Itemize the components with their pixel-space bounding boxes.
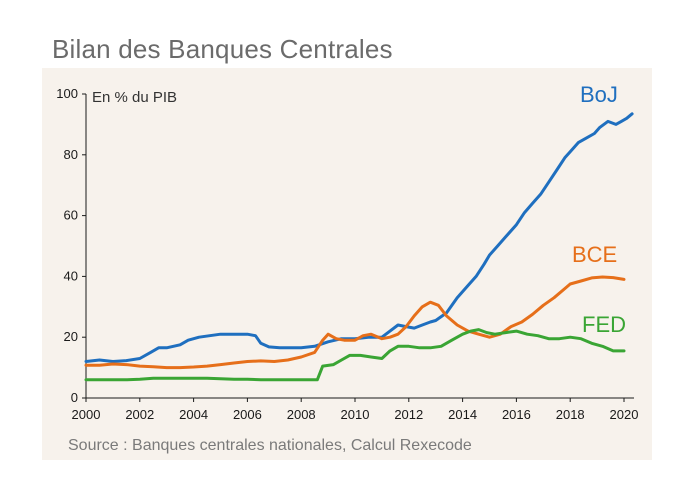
x-tick-label: 2016 bbox=[502, 407, 531, 422]
x-tick-label: 2018 bbox=[556, 407, 585, 422]
chart-title: Bilan des Banques Centrales bbox=[52, 34, 393, 64]
x-tick-label: 2014 bbox=[448, 407, 477, 422]
series-layer: BoJ BCE FED bbox=[84, 82, 634, 382]
series-line-fed bbox=[84, 328, 626, 382]
chart-panel: 0 20 40 60 80 100 2000 2002 2004 2006 2008 2010 2012… bbox=[42, 68, 652, 460]
line-chart: 0 20 40 60 80 100 2000 2002 2004 2006 2008 2010 2012… bbox=[56, 82, 638, 454]
series-line-boj bbox=[84, 112, 634, 363]
x-tick-label: 2010 bbox=[341, 407, 370, 422]
x-tick-label: 2012 bbox=[394, 407, 423, 422]
x-tick-label: 2006 bbox=[233, 407, 262, 422]
series-label-fed: FED bbox=[582, 312, 626, 337]
series-label-bce: BCE bbox=[572, 242, 617, 267]
unit-label: En % du PIB bbox=[92, 89, 177, 106]
x-tick-label: 2004 bbox=[179, 407, 208, 422]
y-tick-label: 60 bbox=[64, 208, 78, 223]
series-label-boj: BoJ bbox=[580, 82, 618, 107]
y-tick-label: 20 bbox=[64, 329, 78, 344]
y-tick-label: 80 bbox=[64, 147, 78, 162]
y-tick-label: 40 bbox=[64, 268, 78, 283]
x-tick-label: 2002 bbox=[125, 407, 154, 422]
source-note: Source : Banques centrales nationales, C… bbox=[68, 437, 472, 454]
x-tick-label: 2000 bbox=[72, 407, 101, 422]
axes: 0 20 40 60 80 100 2000 2002 2004 2006 2008 2010 2012… bbox=[56, 86, 638, 422]
y-tick-label: 0 bbox=[71, 390, 78, 405]
y-tick-label: 100 bbox=[56, 86, 78, 101]
x-tick-label: 2008 bbox=[287, 407, 316, 422]
x-tick-label: 2020 bbox=[610, 407, 639, 422]
series-line-bce bbox=[84, 275, 626, 370]
